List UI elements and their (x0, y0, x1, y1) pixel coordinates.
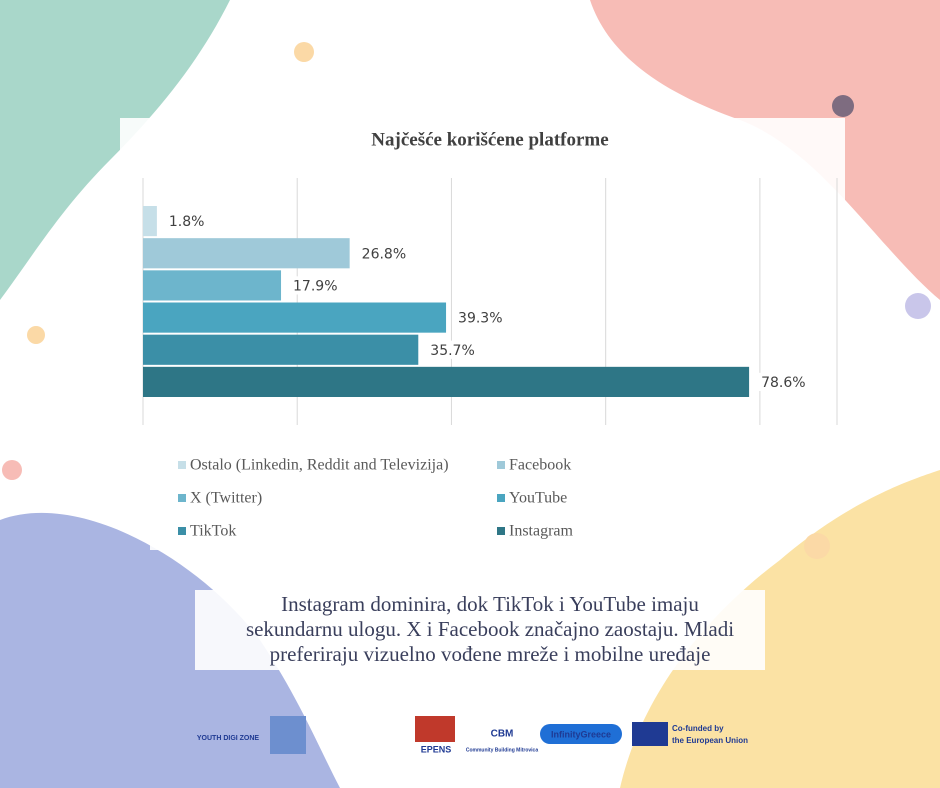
value-label: 39.3% (458, 311, 502, 327)
legend-label: Instagram (509, 523, 574, 540)
bar (143, 270, 282, 301)
legend-swatch (178, 461, 186, 469)
dot (832, 95, 854, 117)
logos: YOUTH DIGI ZONE EPENS CBM Community Buildin… (197, 716, 748, 754)
pink-blob (590, 0, 940, 300)
dot (804, 533, 830, 559)
legend-label: Facebook (509, 457, 571, 474)
legend-label: YouTube (509, 490, 567, 507)
bar (143, 334, 419, 365)
value-label: 78.6% (761, 375, 805, 391)
value-label: 35.7% (430, 343, 474, 359)
caption-line: preferiraju vizuelno vođene mreže i mobi… (270, 642, 711, 666)
logo-epens-mark (415, 716, 455, 742)
mint-blob (0, 0, 230, 300)
blue-blob (0, 512, 340, 788)
value-label: 26.8% (362, 246, 406, 262)
logo-text: EPENS (421, 744, 452, 754)
legend: Ostalo (Linkedin, Reddit and Televizija)… (178, 457, 574, 540)
legend-label: X (Twitter) (190, 490, 262, 507)
dot (905, 293, 931, 319)
bars: 1.8% 26.8% 17.9% 39.3% 35.7% 78.6% (143, 206, 808, 397)
legend-swatch (178, 494, 186, 502)
value-label-bg (424, 340, 477, 359)
legend-label: TikTok (190, 523, 236, 540)
logo-text: InfinityGreece (551, 729, 611, 739)
chart-title: Najčešće korišćene platforme (371, 129, 608, 150)
caption-line: Instagram dominira, dok TikTok i YouTube… (281, 592, 699, 616)
legend-swatch (178, 527, 186, 535)
value-label-bg (355, 244, 408, 263)
dot (27, 326, 45, 344)
caption: Instagram dominira, dok TikTok i YouTube… (246, 592, 734, 666)
bar (143, 302, 447, 333)
value-label: 1.8% (169, 214, 205, 230)
logo-text: the European Union (672, 736, 748, 745)
value-label-bg (452, 308, 505, 327)
logo-yoa (270, 716, 306, 754)
value-label-bg (755, 372, 808, 391)
legend-panel (150, 440, 630, 550)
value-label-bg (287, 276, 340, 295)
logo-text: CBM (491, 729, 514, 740)
value-label-bg (162, 212, 215, 231)
value-label: 17.9% (293, 278, 337, 294)
legend-swatch (497, 494, 505, 502)
dot (294, 42, 314, 62)
logo-text: Community Building Mitrovica (466, 747, 538, 753)
legend-label: Ostalo (Linkedin, Reddit and Televizija) (190, 457, 449, 474)
legend-swatch (497, 527, 505, 535)
dot (2, 460, 22, 480)
bar (143, 206, 157, 237)
bar (143, 238, 350, 269)
eu-flag (632, 722, 668, 746)
caption-panel (195, 590, 765, 670)
caption-line: sekundarnu ulogu. X i Facebook značajno … (246, 617, 734, 641)
logo-text: Co-funded by (672, 724, 724, 733)
legend-swatch (497, 461, 505, 469)
yellow-blob (620, 470, 940, 788)
bar (143, 366, 750, 397)
logo-infinity-bg (540, 724, 622, 744)
logo-text: YOUTH DIGI ZONE (197, 735, 260, 742)
